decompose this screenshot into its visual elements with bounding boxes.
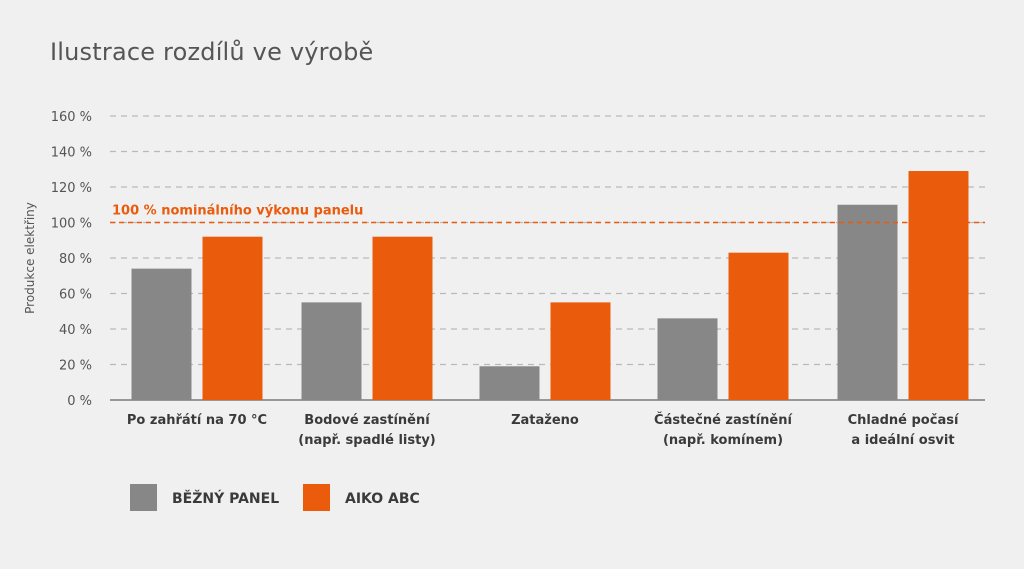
y-tick-label: 140 % bbox=[51, 146, 92, 161]
category-label: Bodové zastínění bbox=[304, 413, 431, 428]
y-tick-label: 80 % bbox=[59, 252, 92, 267]
legend-label-aiko-abc: AIKO ABC bbox=[345, 491, 420, 507]
y-tick-label: 20 % bbox=[59, 359, 92, 374]
category-label: (např. spadlé listy) bbox=[298, 433, 436, 448]
bar-aiko-abc-3 bbox=[550, 302, 611, 400]
bar-aiko-abc-1 bbox=[202, 236, 263, 400]
bar-aiko-abc-2 bbox=[372, 236, 433, 400]
category-label: Zataženo bbox=[511, 413, 579, 428]
y-tick-label: 60 % bbox=[59, 288, 92, 303]
chart-title: Ilustrace rozdílů ve výrobě bbox=[50, 38, 374, 66]
reference-line-label: 100 % nominálního výkonu panelu bbox=[112, 204, 363, 219]
bar-aiko-abc-5 bbox=[908, 171, 969, 400]
y-tick-label: 40 % bbox=[59, 323, 92, 338]
category-label: Částečné zastínění bbox=[654, 412, 793, 428]
category-label: a ideální osvit bbox=[851, 433, 954, 448]
category-label: (např. komínem) bbox=[663, 433, 783, 448]
y-tick-label: 100 % bbox=[51, 217, 92, 232]
bar-bezny-panel-1 bbox=[131, 268, 192, 400]
legend-swatch-bezny-panel bbox=[130, 484, 157, 511]
bar-bezny-panel-4 bbox=[657, 318, 718, 400]
y-tick-label: 0 % bbox=[67, 394, 92, 409]
bar-bezny-panel-3 bbox=[479, 366, 540, 400]
bar-bezny-panel-5 bbox=[837, 204, 898, 400]
category-label: Chladné počasí bbox=[848, 413, 960, 428]
y-tick-label: 160 % bbox=[51, 110, 92, 125]
y-axis-label: Produkce elektřiny bbox=[23, 202, 37, 314]
y-tick-label: 120 % bbox=[51, 181, 92, 196]
bar-aiko-abc-4 bbox=[728, 252, 789, 400]
bar-bezny-panel-2 bbox=[301, 302, 362, 400]
category-label: Po zahřátí na 70 °C bbox=[127, 413, 267, 428]
legend-swatch-aiko-abc bbox=[303, 484, 330, 511]
legend-label-bezny-panel: BĚŽNÝ PANEL bbox=[172, 489, 279, 507]
